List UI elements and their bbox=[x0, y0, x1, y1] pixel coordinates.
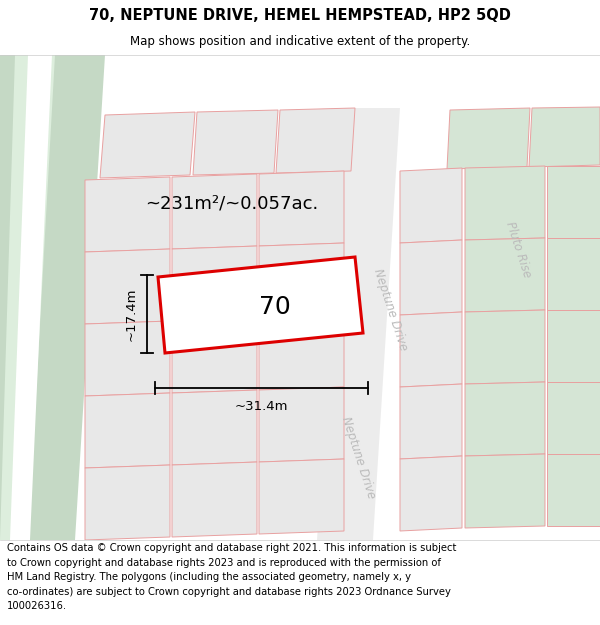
Polygon shape bbox=[400, 312, 462, 387]
Polygon shape bbox=[259, 243, 344, 318]
Polygon shape bbox=[259, 315, 344, 390]
Polygon shape bbox=[400, 240, 462, 315]
Polygon shape bbox=[400, 384, 462, 459]
Polygon shape bbox=[10, 55, 52, 540]
Polygon shape bbox=[158, 257, 363, 353]
Polygon shape bbox=[0, 55, 55, 540]
Polygon shape bbox=[259, 387, 344, 462]
Polygon shape bbox=[547, 382, 600, 454]
Polygon shape bbox=[465, 238, 545, 312]
Polygon shape bbox=[172, 390, 257, 465]
Polygon shape bbox=[172, 318, 257, 393]
Polygon shape bbox=[400, 456, 462, 531]
Polygon shape bbox=[259, 171, 344, 246]
Text: Contains OS data © Crown copyright and database right 2021. This information is : Contains OS data © Crown copyright and d… bbox=[7, 543, 457, 611]
Polygon shape bbox=[465, 382, 545, 456]
Text: Map shows position and indicative extent of the property.: Map shows position and indicative extent… bbox=[130, 35, 470, 48]
Polygon shape bbox=[447, 108, 530, 169]
Text: ~17.4m: ~17.4m bbox=[125, 288, 138, 341]
Polygon shape bbox=[0, 55, 105, 540]
Polygon shape bbox=[259, 459, 344, 534]
Polygon shape bbox=[85, 465, 170, 540]
Text: 70, NEPTUNE DRIVE, HEMEL HEMPSTEAD, HP2 5QD: 70, NEPTUNE DRIVE, HEMEL HEMPSTEAD, HP2 … bbox=[89, 8, 511, 23]
Polygon shape bbox=[547, 166, 600, 238]
Polygon shape bbox=[276, 108, 355, 173]
Polygon shape bbox=[529, 107, 600, 167]
Polygon shape bbox=[400, 168, 462, 243]
Text: Neptune Drive: Neptune Drive bbox=[338, 416, 377, 501]
Polygon shape bbox=[547, 454, 600, 526]
Text: Pluto Rise: Pluto Rise bbox=[503, 220, 533, 280]
Text: ~231m²/~0.057ac.: ~231m²/~0.057ac. bbox=[145, 194, 319, 212]
Polygon shape bbox=[465, 310, 545, 384]
Polygon shape bbox=[193, 110, 278, 175]
Polygon shape bbox=[317, 108, 400, 540]
Polygon shape bbox=[172, 174, 257, 249]
Polygon shape bbox=[465, 454, 545, 528]
Polygon shape bbox=[85, 393, 170, 468]
Text: ~31.4m: ~31.4m bbox=[235, 400, 288, 413]
Polygon shape bbox=[85, 177, 170, 252]
Polygon shape bbox=[172, 462, 257, 537]
Polygon shape bbox=[547, 310, 600, 382]
Text: 70: 70 bbox=[259, 295, 291, 319]
Text: Neptune Drive: Neptune Drive bbox=[371, 268, 409, 352]
Polygon shape bbox=[85, 321, 170, 396]
Polygon shape bbox=[172, 246, 257, 321]
Polygon shape bbox=[547, 238, 600, 310]
Polygon shape bbox=[100, 112, 195, 178]
Polygon shape bbox=[85, 249, 170, 324]
Polygon shape bbox=[465, 166, 545, 240]
